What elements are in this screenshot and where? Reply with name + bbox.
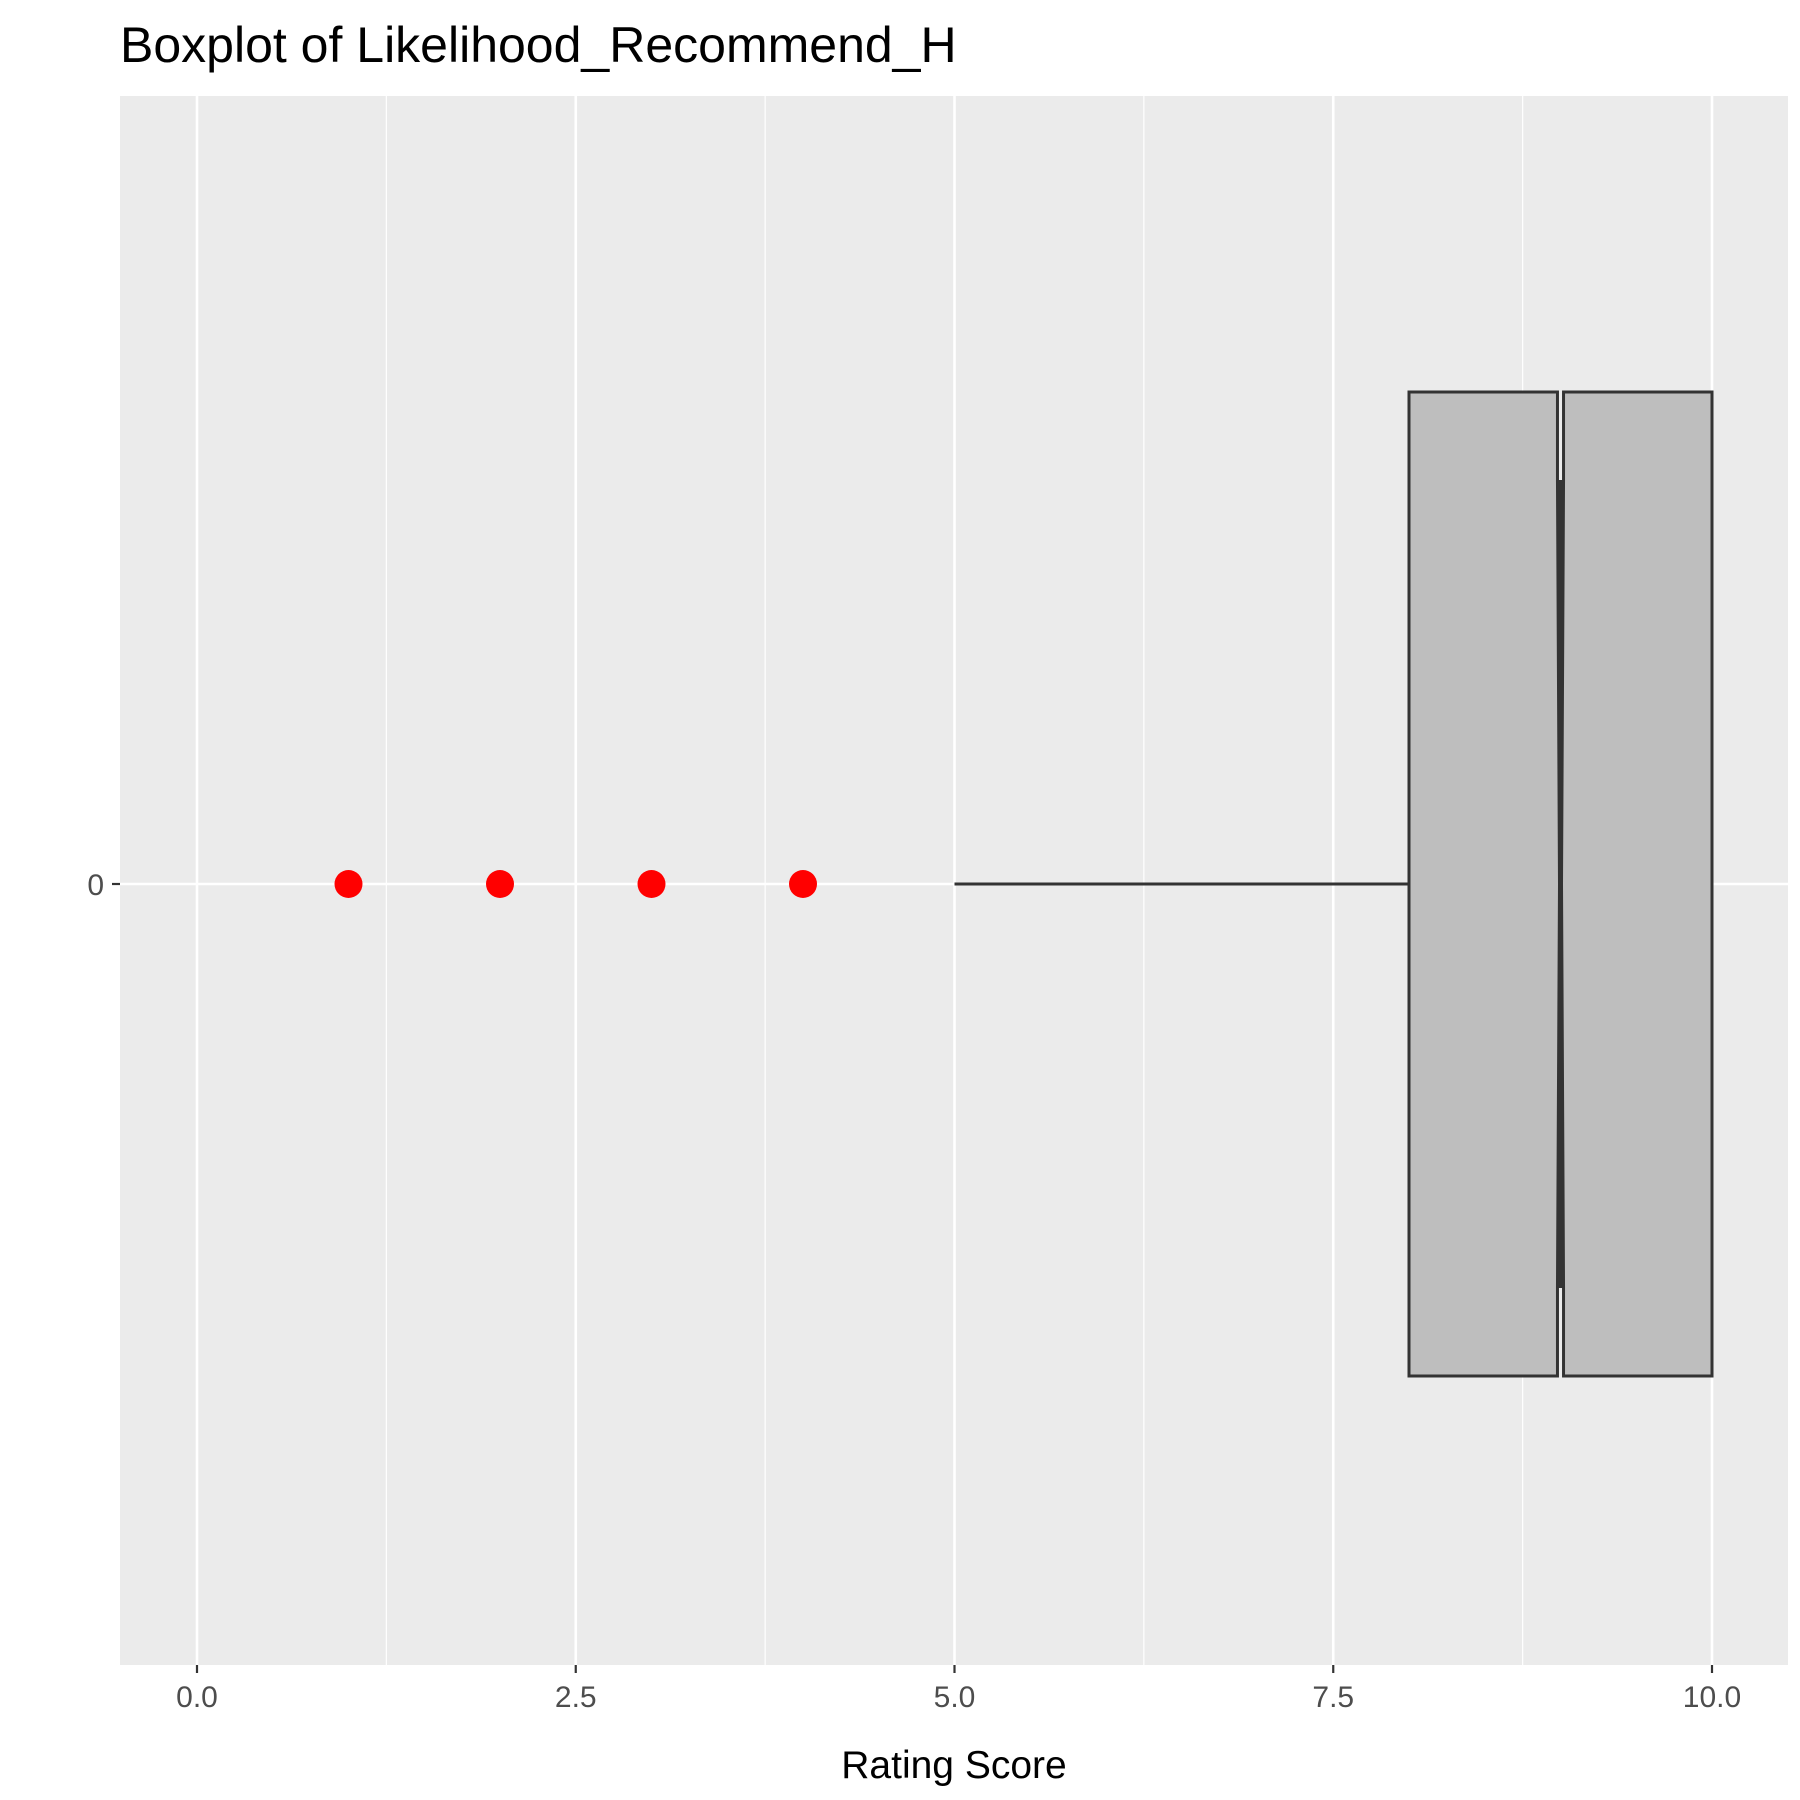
x-tick-label: 0.0: [176, 1681, 218, 1714]
outlier-point: [486, 870, 514, 898]
x-tick-label: 7.5: [1312, 1681, 1354, 1714]
x-axis-title: Rating Score: [841, 1744, 1066, 1787]
outlier-point: [637, 870, 666, 898]
outlier-point: [789, 870, 817, 898]
outlier-points: [334, 870, 817, 898]
x-tick-label: 5.0: [934, 1681, 976, 1714]
outlier-point: [334, 870, 363, 898]
box-lower-half: [1407, 390, 1562, 1378]
x-tick-label: 10.0: [1683, 1681, 1741, 1714]
y-tick-label: 0: [87, 869, 104, 902]
axes: 0.0 2.5 5.0 7.5 10.0 0: [87, 869, 1741, 1714]
box-group: [1407, 390, 1714, 1378]
chart-title: Boxplot of Likelihood_Recommend_H: [120, 17, 957, 73]
x-tick-label: 2.5: [555, 1681, 597, 1714]
box-upper-half: [1559, 390, 1714, 1378]
